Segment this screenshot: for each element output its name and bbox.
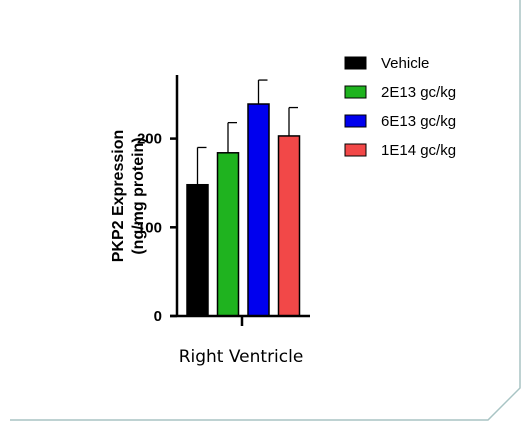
legend-swatch-6e13-gc-kg — [344, 114, 367, 128]
y-tick-label-200: 200 — [137, 131, 162, 148]
y-tick-label-0: 0 — [154, 308, 162, 325]
error-bars-layer — [196, 79, 298, 185]
legend-swatch-1e14-gc-kg — [344, 143, 367, 157]
legend-label-2e13-gc-kg: 2E13 gc/kg — [381, 84, 456, 101]
card-border — [10, 0, 521, 421]
bar-1e14-gc-kg — [277, 135, 301, 317]
bars-layer — [186, 103, 301, 317]
x-category-label: Right Ventricle — [179, 347, 304, 367]
legend-swatch-vehicle — [344, 56, 367, 70]
y-axis-title-line1: PKP2 Expression — [110, 130, 127, 263]
y-axis-title-line2: (ng/mg protein) — [130, 137, 147, 254]
legend-label-vehicle: Vehicle — [381, 55, 429, 72]
y-tick-label-100: 100 — [137, 219, 162, 236]
legend-label-6e13-gc-kg: 6E13 gc/kg — [381, 113, 456, 130]
legend-swatch-2e13-gc-kg — [344, 85, 367, 99]
bar-6e13-gc-kg — [247, 103, 270, 317]
legend-label-1e14-gc-kg: 1E14 gc/kg — [381, 142, 456, 159]
bar-vehicle — [186, 183, 209, 317]
bar-2e13-gc-kg — [216, 152, 240, 317]
y-ticks-layer: 0 100 200 — [137, 131, 177, 325]
legend: Vehicle 2E13 gc/kg 6E13 gc/kg 1E14 gc/kg — [344, 55, 456, 159]
